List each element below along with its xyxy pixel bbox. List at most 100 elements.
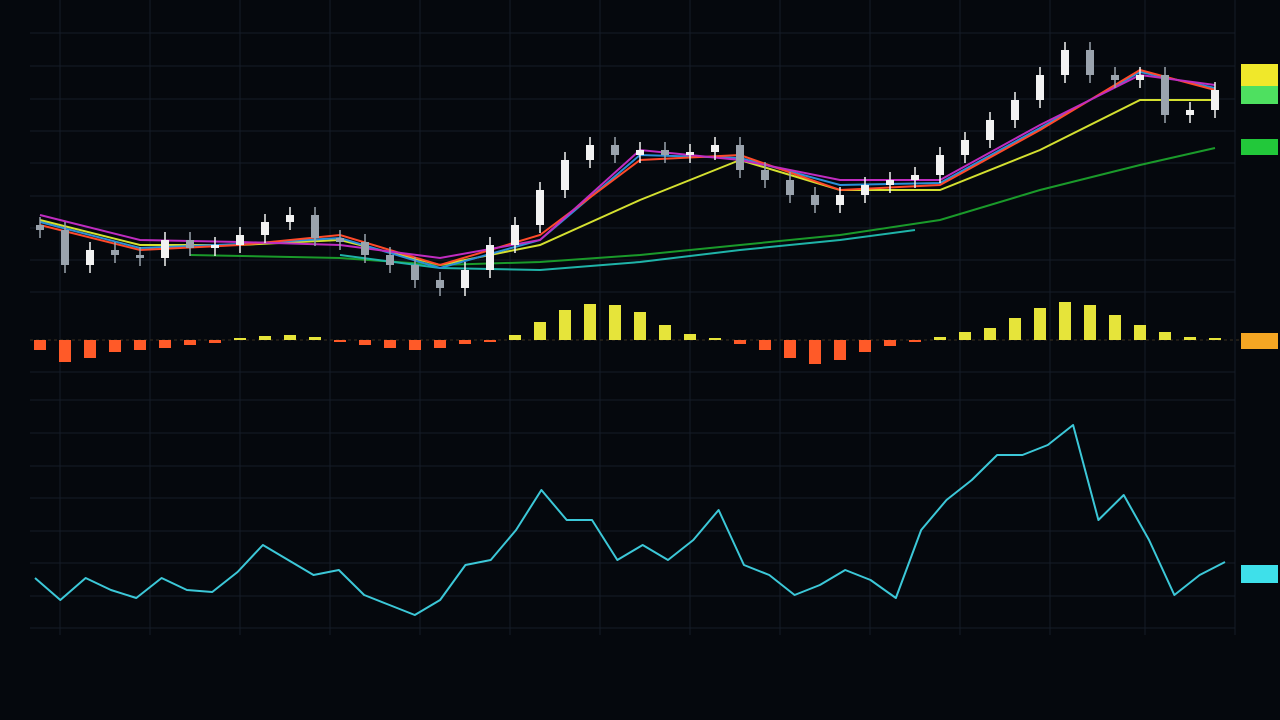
histogram-bar: [634, 312, 646, 340]
histogram-bar: [659, 325, 671, 340]
histogram-bar: [359, 340, 371, 345]
candle-body: [711, 145, 719, 152]
histogram-bar: [409, 340, 421, 350]
candle-body: [1011, 100, 1019, 120]
candle-body: [636, 150, 644, 155]
candle-body: [761, 170, 769, 180]
histogram-bar: [134, 340, 146, 350]
candle-body: [386, 255, 394, 265]
candle-body: [111, 250, 119, 255]
candle-body: [561, 160, 569, 190]
candle-body: [311, 215, 319, 238]
histogram-bar: [434, 340, 446, 348]
histogram-bar: [1059, 302, 1071, 340]
histogram-bar: [784, 340, 796, 358]
histogram-bar: [1034, 308, 1046, 340]
histogram-bar: [259, 336, 271, 340]
candle-body: [536, 190, 544, 225]
price-tag: [1241, 139, 1278, 155]
candle-body: [911, 175, 919, 180]
histogram-bar: [584, 304, 596, 340]
candle-body: [86, 250, 94, 265]
histogram-bar: [84, 340, 96, 358]
price-tag: [1241, 86, 1278, 104]
histogram-bar: [934, 337, 946, 340]
candle-body: [411, 265, 419, 280]
histogram-bar: [459, 340, 471, 344]
candle-body: [611, 145, 619, 155]
candle-body: [1136, 75, 1144, 80]
candle-body: [986, 120, 994, 140]
histogram-bar: [1184, 337, 1196, 340]
candle-body: [1036, 75, 1044, 100]
histogram-bar: [609, 305, 621, 340]
histogram-bar: [1009, 318, 1021, 340]
candle-body: [686, 152, 694, 155]
candle-body: [1186, 110, 1194, 115]
histogram-bar: [284, 335, 296, 340]
candle-body: [336, 238, 344, 242]
grid: [30, 0, 1236, 635]
histogram-bar: [859, 340, 871, 352]
histogram-bar: [484, 340, 496, 342]
histogram-bar: [884, 340, 896, 346]
candle-body: [936, 155, 944, 175]
histogram-bar: [734, 340, 746, 344]
histogram-bar: [109, 340, 121, 352]
candle-body: [836, 195, 844, 205]
histogram-bar: [759, 340, 771, 350]
candle-body: [1111, 75, 1119, 80]
candle-body: [36, 225, 44, 230]
candle-body: [786, 180, 794, 195]
price-tags: [1241, 64, 1278, 583]
candle-body: [811, 195, 819, 205]
price-tag: [1241, 565, 1278, 583]
histogram-bar: [1084, 305, 1096, 340]
histogram-bar: [234, 338, 246, 340]
candle-body: [261, 222, 269, 235]
histogram-bar: [709, 338, 721, 340]
histogram-bar: [509, 335, 521, 340]
candle-body: [511, 225, 519, 245]
histogram-bar: [184, 340, 196, 345]
candle-body: [61, 230, 69, 265]
candle-body: [961, 140, 969, 155]
candle-body: [1086, 50, 1094, 75]
candle-body: [661, 150, 669, 155]
candle-body: [886, 180, 894, 185]
candle-body: [736, 145, 744, 170]
histogram-bar: [534, 322, 546, 340]
histogram-bar: [959, 332, 971, 340]
histogram-bar: [684, 334, 696, 340]
histogram-bar: [34, 340, 46, 350]
candle-body: [436, 280, 444, 288]
candle-body: [861, 185, 869, 195]
histogram-bar: [1209, 338, 1221, 340]
price-tag: [1241, 333, 1278, 349]
candle-body: [461, 270, 469, 288]
candle-body: [286, 215, 294, 222]
candle-body: [361, 242, 369, 255]
candle-body: [186, 240, 194, 248]
histogram-bar: [209, 340, 221, 343]
candle-body: [136, 255, 144, 258]
histogram-bar: [309, 337, 321, 340]
candle-body: [586, 145, 594, 160]
histogram-bar: [159, 340, 171, 348]
histogram-bar: [809, 340, 821, 364]
histogram-bar: [334, 340, 346, 342]
candle-body: [211, 245, 219, 248]
histogram-bar: [559, 310, 571, 340]
histogram-bar: [384, 340, 396, 348]
oscillator-line: [34, 424, 1226, 616]
histogram-bar: [1109, 315, 1121, 340]
candle-body: [1211, 90, 1219, 110]
histogram-bar: [1134, 325, 1146, 340]
histogram-bar: [1159, 332, 1171, 340]
histogram-bar: [834, 340, 846, 360]
histogram-bar: [59, 340, 71, 362]
moving-average: [189, 147, 1216, 267]
histogram-bar: [984, 328, 996, 340]
histogram-bar: [909, 340, 921, 342]
